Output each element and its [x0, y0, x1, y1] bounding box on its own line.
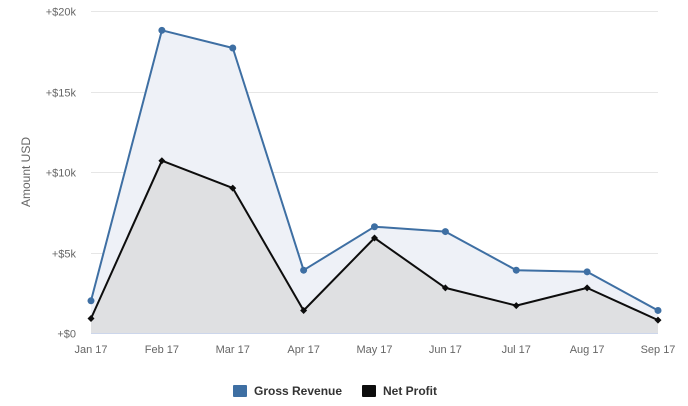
data-point [229, 44, 237, 52]
x-axis-tick-labels: Jan 17 Feb 17 Mar 17 Apr 17 May 17 Jun 17 Jul … [74, 344, 675, 356]
data-point [441, 228, 449, 236]
y-tick-label: +$0 [57, 329, 76, 341]
data-point [158, 26, 166, 34]
legend-label: Net Profit [383, 384, 437, 398]
data-point [512, 266, 520, 274]
data-point [583, 268, 591, 276]
data-point [229, 184, 237, 192]
data-point [512, 302, 520, 310]
x-tick-label: Feb 17 [145, 344, 179, 356]
legend-swatch [233, 385, 247, 397]
x-tick-label: May 17 [356, 344, 392, 356]
legend-label: Gross Revenue [254, 384, 342, 398]
y-tick-label: +$15k [46, 88, 77, 100]
data-point [371, 223, 378, 231]
data-point [441, 284, 449, 292]
x-tick-label: Apr 17 [287, 344, 319, 356]
data-point [158, 157, 166, 165]
data-point [300, 306, 308, 314]
x-tick-label: Jun 17 [429, 344, 462, 356]
data-point [300, 266, 308, 274]
y-axis-title: Amount USD [19, 137, 33, 207]
data-point [87, 297, 95, 305]
x-tick-label: Sep 17 [641, 344, 676, 356]
data-point [654, 316, 662, 324]
data-point [654, 306, 662, 314]
x-tick-label: Jul 17 [502, 344, 531, 356]
series-areas [91, 30, 658, 334]
y-tick-label: +$5k [52, 249, 77, 261]
y-tick-label: +$20k [46, 7, 77, 19]
x-tick-label: Mar 17 [216, 344, 250, 356]
y-tick-label: +$10k [46, 168, 77, 180]
data-point [87, 315, 95, 323]
data-point [583, 284, 591, 292]
x-tick-label: Aug 17 [570, 344, 605, 356]
data-point [371, 234, 378, 242]
legend: Gross Revenue Net Profit [233, 384, 437, 398]
x-tick-label: Jan 17 [74, 344, 107, 356]
series-area [91, 160, 658, 333]
legend-swatch [362, 385, 376, 397]
y-axis-tick-labels: +$0 +$5k +$10k +$15k +$20k [46, 7, 77, 341]
series-markers [87, 26, 662, 324]
